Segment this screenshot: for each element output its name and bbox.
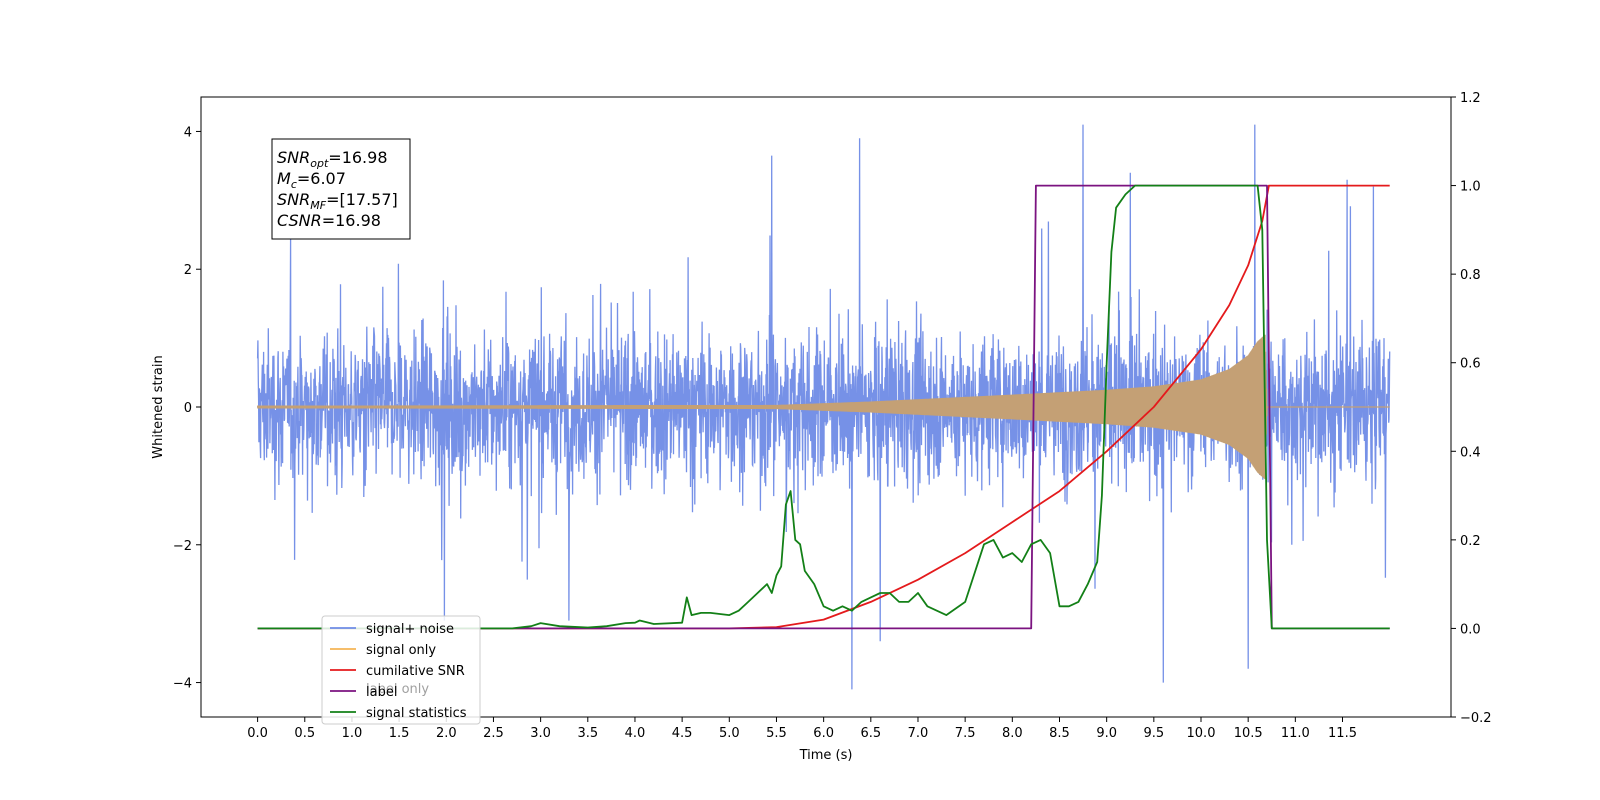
x-tick-label: 4.0 — [625, 726, 646, 741]
y-right-tick-label: 0.8 — [1460, 268, 1481, 283]
x-tick-label: 9.0 — [1096, 726, 1117, 741]
x-tick-label: 9.5 — [1143, 726, 1164, 741]
annotation-line: Mc=6.07 — [277, 169, 346, 191]
signal-only-series — [257, 334, 1390, 480]
legend-label: signal statistics — [366, 706, 467, 721]
x-tick-label: 8.5 — [1049, 726, 1070, 741]
legend-label: cumilative SNR — [366, 664, 465, 679]
signal-only-line — [257, 334, 1390, 480]
signal-noise-line — [256, 124, 1391, 690]
x-tick-label: 5.5 — [766, 726, 787, 741]
y-left-tick-label: −4 — [173, 677, 192, 692]
x-tick-label: 10.5 — [1234, 726, 1263, 741]
x-tick-label: 6.0 — [813, 726, 834, 741]
x-tick-label: 4.5 — [672, 726, 693, 741]
x-tick-label: 11.0 — [1281, 726, 1310, 741]
x-tick-label: 5.0 — [719, 726, 740, 741]
x-axis-title: Time (s) — [799, 748, 853, 763]
legend-frame — [321, 615, 481, 725]
y-left-tick-label: −2 — [173, 539, 192, 554]
y-right-tick-label: 0.6 — [1460, 357, 1481, 372]
y-right-tick-label: 0.4 — [1460, 445, 1481, 460]
y-right-tick-label: 1.0 — [1460, 180, 1481, 195]
legend-label: signal+ noise — [366, 622, 454, 637]
right-axis-series — [257, 184, 1390, 630]
right-y-axis: −0.2 0.0 0.2 0.4 0.6 0.8 1.0 1.2 — [1451, 91, 1492, 726]
signal-noise-series — [256, 124, 1391, 690]
y-left-tick-label: 2 — [184, 263, 192, 278]
x-tick-label: 3.5 — [577, 726, 598, 741]
y-right-tick-label: 0.0 — [1460, 622, 1481, 637]
annotation-line: CSNR=16.98 — [277, 211, 381, 230]
x-tick-label: 0.0 — [247, 726, 268, 741]
cumilative-snr-line — [257, 184, 1390, 630]
x-tick-label: 1.0 — [342, 726, 363, 741]
y-left-tick-label: 4 — [184, 125, 192, 140]
left-y-axis-title: Whitened strain — [151, 355, 166, 458]
y-right-tick-label: 0.2 — [1460, 534, 1481, 549]
x-tick-label: 3.0 — [530, 726, 551, 741]
legend-label: signal only — [366, 643, 436, 658]
x-tick-label: 8.0 — [1002, 726, 1023, 741]
x-tick-label: 11.5 — [1328, 726, 1357, 741]
x-tick-label: 1.5 — [389, 726, 410, 741]
annotation-line: SNRMF=[17.57] — [277, 190, 398, 212]
y-right-tick-label: 1.2 — [1460, 91, 1481, 106]
x-tick-label: 7.0 — [908, 726, 929, 741]
annotation-frame — [271, 138, 411, 240]
x-tick-label: 6.5 — [860, 726, 881, 741]
y-right-tick-label: −0.2 — [1460, 711, 1492, 726]
legend-ghost-text: label only — [366, 682, 429, 697]
stats-annotation-box: SNRopt=16.98Mc=6.07SNRMF=[17.57]CSNR=16.… — [271, 138, 411, 240]
annotation-line: SNRopt=16.98 — [277, 148, 388, 170]
x-tick-label: 2.0 — [436, 726, 457, 741]
signal-statistics-line — [257, 184, 1390, 630]
x-tick-label: 0.5 — [294, 726, 315, 741]
legend-label: label — [366, 685, 397, 700]
x-tick-label: 2.5 — [483, 726, 504, 741]
y-left-tick-label: 0 — [184, 401, 192, 416]
x-tick-label: 10.0 — [1187, 726, 1216, 741]
x-axis: 0.0 0.5 1.0 1.5 2.0 2.5 3.0 3.5 4.0 4.5 5.0 5.5 6.0 6… — [247, 717, 1357, 741]
legend: label only signal+ noise signal only cumila… — [321, 615, 481, 725]
left-y-axis: −4 −2 0 2 4 — [173, 125, 201, 692]
x-tick-label: 7.5 — [955, 726, 976, 741]
